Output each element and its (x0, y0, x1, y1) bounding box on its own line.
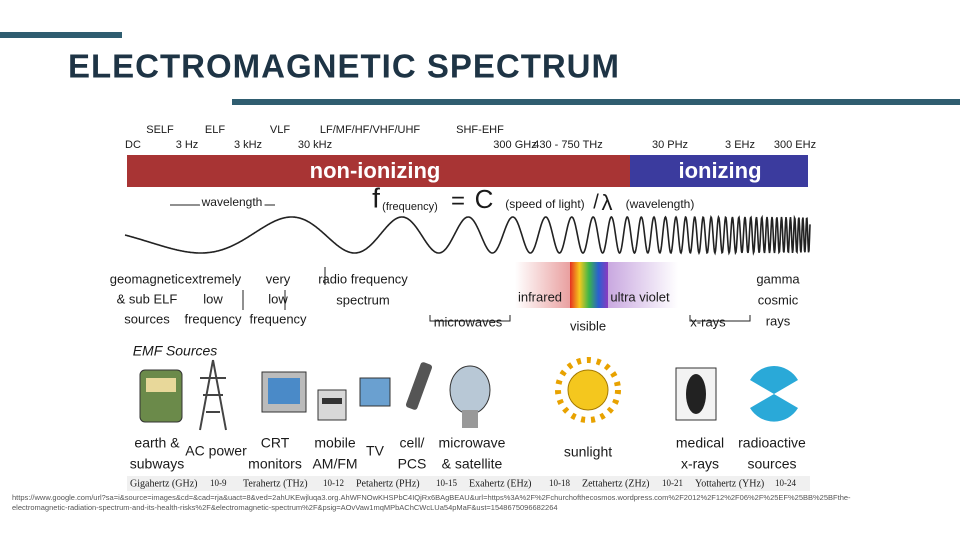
category-label: low (203, 291, 223, 306)
ionizing-band (630, 155, 808, 187)
frequency-label: LF/MF/HF/VHF/UHF (320, 124, 420, 136)
infrared-band (515, 262, 570, 308)
category-label: x-rays (690, 314, 726, 329)
brackets (242, 267, 751, 322)
category-label: radio frequency (318, 271, 408, 286)
source-label: earth & (134, 435, 180, 451)
band-label: ionizing (678, 158, 761, 183)
formula-part: = (451, 187, 465, 214)
source-label: sources (747, 456, 796, 472)
frequency-label: 430 - 750 THz (533, 139, 603, 151)
accent-bar (0, 32, 122, 38)
accent-bar (232, 99, 960, 105)
category-label: low (268, 291, 288, 306)
source-label: AC power (185, 443, 247, 459)
category-label: sources (124, 311, 170, 326)
frequency-label: 30 PHz (652, 139, 688, 151)
scale-power: 10-15 (436, 478, 457, 488)
source-label: cell/ (400, 435, 425, 451)
category-label: very (266, 271, 291, 286)
frequency-label: 3 Hz (176, 139, 199, 151)
category-label: frequency (184, 311, 242, 326)
scale-power: 10-21 (662, 478, 683, 488)
source-label: radioactive (738, 435, 806, 451)
frequency-label: 3 kHz (234, 139, 262, 151)
source-label: & satellite (442, 456, 503, 472)
sources-title: EMF Sources (133, 343, 218, 359)
visible-band (570, 262, 608, 308)
category-label: visible (570, 318, 606, 333)
scale-unit: Petahertz (PHz) (356, 478, 420, 489)
source-url: electromagnetic-radiation-spectrum-and-i… (12, 503, 558, 512)
source-url: https://www.google.com/url?sa=i&source=i… (12, 493, 851, 502)
formula-part: (frequency) (382, 201, 438, 213)
formula-part: / (593, 191, 599, 213)
uv-band (608, 262, 678, 308)
scale-power: 10-9 (210, 478, 227, 488)
category-label: geomagnetic (110, 271, 185, 286)
scale-power: 10-24 (775, 478, 796, 488)
category-label: infrared (518, 289, 562, 304)
source-label: AM/FM (312, 456, 357, 472)
scale-power: 10-12 (323, 478, 344, 488)
formula-part: f (372, 182, 380, 213)
frequency-label: ELF (205, 124, 225, 136)
formula-part: (wavelength) (626, 197, 695, 211)
scale-unit: Zettahertz (ZHz) (582, 478, 649, 489)
slide-title: ELECTROMAGNETIC SPECTRUM (68, 48, 620, 85)
frequency-label: DC (125, 139, 141, 151)
formula-part: C (475, 184, 494, 214)
category-label: & sub ELF (117, 291, 178, 306)
category-label: gamma (756, 271, 800, 286)
category-label: frequency (249, 311, 307, 326)
frequency-label: VLF (270, 124, 290, 136)
source-label: PCS (398, 456, 427, 472)
wave (124, 214, 811, 256)
source-label: monitors (248, 456, 302, 472)
scale-unit: Yottahertz (YHz) (695, 478, 764, 489)
non-ionizing-band (127, 155, 630, 187)
source-label: medical (676, 435, 724, 451)
frequency-label: 3 EHz (725, 139, 755, 151)
source-label: x-rays (681, 456, 719, 472)
category-label: spectrum (336, 292, 389, 307)
source-label: sunlight (564, 444, 612, 460)
scale-bar (127, 476, 810, 491)
frequency-label: 30 kHz (298, 139, 332, 151)
frequency-label: SELF (146, 124, 174, 136)
source-label: CRT (261, 435, 290, 451)
category-label: ultra violet (610, 289, 670, 304)
source-label: subways (130, 456, 184, 472)
wavelength-label: wavelength (201, 195, 263, 209)
band-label: non-ionizing (310, 158, 441, 183)
scale-unit: Gigahertz (GHz) (130, 478, 197, 489)
scale-power: 10-18 (549, 478, 570, 488)
formula-part: (speed of light) (505, 197, 584, 211)
category-label: extremely (185, 271, 242, 286)
scale-unit: Terahertz (THz) (243, 478, 308, 489)
scale-unit: Exahertz (EHz) (469, 478, 531, 489)
source-label: mobile (314, 435, 355, 451)
category-label: microwaves (434, 314, 503, 329)
category-label: cosmic (758, 292, 799, 307)
source-label: microwave (439, 435, 506, 451)
formula-part: λ (602, 190, 613, 215)
frequency-label: SHF-EHF (456, 124, 504, 136)
category-label: rays (766, 313, 791, 328)
frequency-label: 300 EHz (774, 139, 816, 151)
source-label: TV (366, 443, 385, 459)
icons (139, 357, 802, 431)
frequency-label: 300 GHz (493, 139, 536, 151)
